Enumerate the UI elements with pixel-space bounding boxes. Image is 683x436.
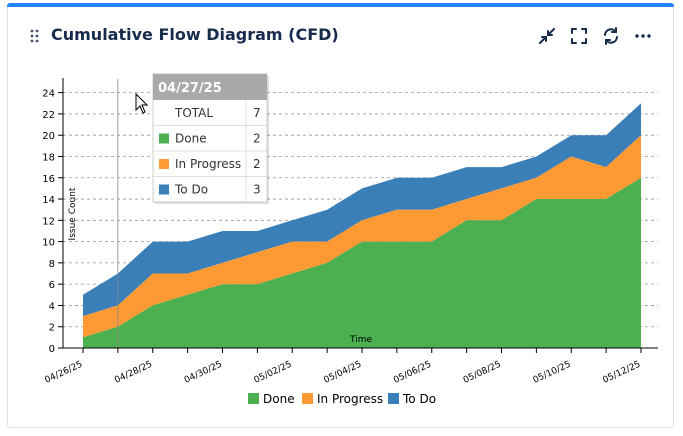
x-tick-label: 05/12/25 <box>601 360 642 386</box>
widget-header: Cumulative Flow Diagram (CFD) <box>8 20 673 54</box>
legend-swatch-in-progress <box>302 393 313 404</box>
y-tick-label: 14 <box>42 195 55 206</box>
hover-tooltip: 04/27/25 TOTAL 7 Done 2 In Progress 2 To Do 3 <box>152 73 269 204</box>
tooltip-row-label: In Progress <box>175 157 241 171</box>
tooltip-total-label: TOTAL <box>174 106 213 120</box>
tooltip-header <box>153 74 267 100</box>
y-tick-label: 16 <box>42 174 55 185</box>
x-tick-label: 05/04/25 <box>322 360 363 386</box>
x-tick-label: 04/30/25 <box>183 360 224 386</box>
y-tick-label: 10 <box>42 238 55 249</box>
widget-title: Cumulative Flow Diagram (CFD) <box>51 25 339 44</box>
x-tick-label: 05/06/25 <box>392 360 433 386</box>
y-axis-title: Issue Count <box>68 187 78 240</box>
cfd-widget: Cumulative Flow Diagram (CFD) <box>7 3 674 428</box>
x-tick-label: 05/02/25 <box>253 360 294 386</box>
legend-label-to-do: To Do <box>402 392 436 406</box>
y-tick-label: 6 <box>49 280 55 291</box>
tooltip-swatch <box>159 159 169 169</box>
x-axis-title: Time <box>349 335 372 345</box>
tooltip-row-value: 2 <box>253 157 261 171</box>
minimize-icon[interactable] <box>536 25 558 47</box>
cfd-chart-area: 0 2 4 6 8 10 12 14 16 18 20 22 24 04/26/25 04/28/25 04/… <box>8 64 675 429</box>
legend-swatch-done <box>248 393 259 404</box>
tooltip-row-label: Done <box>175 132 207 146</box>
tooltip-row-value: 7 <box>253 106 261 120</box>
y-tick-label: 4 <box>49 301 55 312</box>
tooltip-swatch <box>159 133 169 144</box>
x-tick-label: 05/10/25 <box>532 360 573 386</box>
more-options-icon[interactable] <box>632 25 654 47</box>
y-tick-label: 0 <box>49 344 55 355</box>
y-tick-label: 12 <box>42 216 55 227</box>
tooltip-row-label: To Do <box>174 183 208 197</box>
area-series-to-do <box>83 103 641 317</box>
tooltip-row-value: 2 <box>253 132 261 146</box>
x-tick-label: 04/28/25 <box>113 360 154 386</box>
x-tick-label: 04/26/25 <box>43 360 84 386</box>
tooltip-date: 04/27/25 <box>158 81 222 96</box>
drag-handle-icon[interactable] <box>30 28 40 43</box>
fullscreen-icon[interactable] <box>568 25 590 47</box>
y-tick-label: 8 <box>49 259 55 270</box>
widget-accent-bar <box>7 3 674 7</box>
legend-swatch-to-do <box>388 393 399 404</box>
legend-label-in-progress: In Progress <box>317 392 383 406</box>
mouse-cursor-icon <box>135 92 149 114</box>
y-tick-label: 18 <box>42 152 55 163</box>
y-tick-label: 20 <box>42 131 55 142</box>
area-series-in-progress <box>83 135 641 338</box>
area-series-done <box>83 177 641 348</box>
tooltip-row-value: 3 <box>253 183 261 197</box>
refresh-icon[interactable] <box>600 25 622 47</box>
y-tick-label: 2 <box>49 323 55 334</box>
x-tick-label: 05/08/25 <box>462 360 503 386</box>
legend-label-done: Done <box>263 392 295 406</box>
y-tick-label: 24 <box>42 89 55 100</box>
tooltip-swatch <box>159 184 169 195</box>
y-tick-label: 22 <box>42 110 55 121</box>
